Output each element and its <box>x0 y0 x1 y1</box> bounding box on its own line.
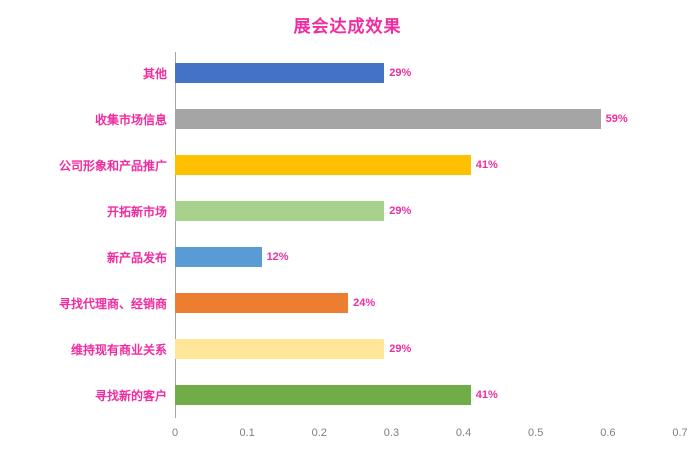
category-label: 其他 <box>142 66 167 81</box>
bar-track: 59% <box>175 96 680 142</box>
bar-track: 29% <box>175 50 680 96</box>
bar-track: 29% <box>175 188 680 234</box>
data-label: 41% <box>475 159 498 171</box>
bar <box>175 339 385 359</box>
bar-row: 寻找代理商、经销商 24% <box>0 280 695 326</box>
data-label: 12% <box>266 251 289 263</box>
x-tick-label: 0.6 <box>600 427 616 439</box>
category-label: 寻找代理商、经销商 <box>58 296 167 311</box>
bar <box>175 293 349 313</box>
bar <box>175 155 471 175</box>
bar <box>175 109 601 129</box>
category-label: 收集市场信息 <box>94 112 167 127</box>
data-label: 29% <box>389 205 412 217</box>
bar-row: 公司形象和产品推广 41% <box>0 142 695 188</box>
bar-track: 41% <box>175 142 680 188</box>
bar <box>175 247 262 267</box>
bar <box>175 201 385 221</box>
bar-row: 其他 29% <box>0 50 695 96</box>
category-label: 新产品发布 <box>106 250 167 265</box>
data-label: 29% <box>389 67 412 79</box>
bar-track: 24% <box>175 280 680 326</box>
x-tick-label: 0 <box>171 427 179 439</box>
bar <box>175 385 471 405</box>
data-label: 29% <box>389 343 412 355</box>
bar-row: 收集市场信息 59% <box>0 96 695 142</box>
x-tick-label: 0.7 <box>672 427 688 439</box>
category-label: 维持现有商业关系 <box>70 342 167 357</box>
x-tick-label: 0.4 <box>455 427 472 439</box>
category-label: 开拓新市场 <box>106 204 167 219</box>
bar-track: 29% <box>175 326 680 372</box>
data-label: 59% <box>605 113 628 125</box>
bar-track: 41% <box>175 372 680 418</box>
bar-row: 寻找新的客户 41% <box>0 372 695 418</box>
bar-row: 开拓新市场 29% <box>0 188 695 234</box>
category-label: 公司形象和产品推广 <box>58 158 167 173</box>
x-axis: 0 0.1 0.2 0.3 0.4 0.5 0.6 0.7 <box>171 427 688 443</box>
x-tick-label: 0.1 <box>239 427 255 439</box>
x-tick-label: 0.3 <box>383 427 400 439</box>
y-axis-line <box>175 52 176 418</box>
bar-row: 维持现有商业关系 29% <box>0 326 695 372</box>
bar-track: 12% <box>175 234 680 280</box>
plot-area: 其他 29% 收集市场信息 59% 公司形象和产品推广 41% 开拓新市场 29% 新产品发布 1… <box>0 50 695 418</box>
chart-title: 展会达成效果 <box>293 17 402 36</box>
category-label: 寻找新的客户 <box>94 388 167 403</box>
x-tick-label: 0.5 <box>528 427 544 439</box>
x-tick-label: 0.2 <box>311 427 327 439</box>
data-label: 41% <box>475 389 498 401</box>
bar <box>175 63 385 83</box>
data-label: 24% <box>353 297 376 309</box>
bar-row: 新产品发布 12% <box>0 234 695 280</box>
